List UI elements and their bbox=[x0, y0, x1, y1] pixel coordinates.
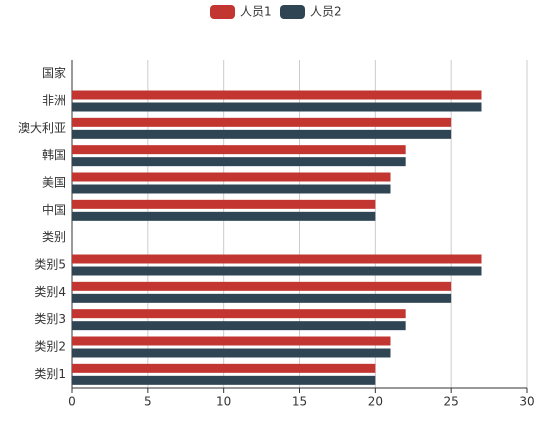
bar bbox=[72, 254, 482, 264]
x-tick-label: 20 bbox=[368, 395, 383, 409]
bar bbox=[72, 266, 482, 276]
x-tick-label: 25 bbox=[444, 395, 459, 409]
bar bbox=[72, 129, 452, 139]
bar bbox=[72, 375, 376, 385]
bar bbox=[72, 363, 376, 373]
legend-label: 人员1 bbox=[240, 5, 272, 19]
x-tick-label: 5 bbox=[144, 395, 152, 409]
y-tick-label: 美国 bbox=[42, 176, 66, 190]
bar bbox=[72, 90, 482, 100]
bar bbox=[72, 117, 452, 127]
bar bbox=[72, 309, 406, 319]
y-tick-label: 非洲 bbox=[42, 94, 66, 108]
y-tick-label: 类别2 bbox=[34, 340, 66, 354]
y-tick-label: 类别3 bbox=[34, 312, 66, 326]
legend-swatch bbox=[280, 5, 305, 19]
bar bbox=[72, 321, 406, 331]
bar bbox=[72, 336, 391, 346]
bar bbox=[72, 184, 391, 194]
x-tick-label: 30 bbox=[519, 395, 534, 409]
bar bbox=[72, 281, 452, 291]
y-tick-label: 类别5 bbox=[34, 258, 66, 272]
y-tick-label: 澳大利亚 bbox=[18, 121, 66, 135]
x-tick-label: 0 bbox=[68, 395, 76, 409]
y-tick-label: 韩国 bbox=[42, 147, 66, 162]
bar bbox=[72, 102, 482, 112]
x-tick-label: 15 bbox=[292, 395, 307, 409]
y-tick-label: 中国 bbox=[42, 202, 66, 217]
y-tick-label: 类别 bbox=[42, 230, 66, 244]
bar bbox=[72, 172, 391, 182]
y-tick-label: 类别4 bbox=[34, 285, 66, 299]
legend-label: 人员2 bbox=[310, 5, 342, 19]
bar bbox=[72, 157, 406, 167]
y-tick-label: 国家 bbox=[42, 65, 66, 80]
bar bbox=[72, 348, 391, 358]
x-tick-label: 10 bbox=[216, 395, 231, 409]
legend-swatch bbox=[210, 5, 235, 19]
bar bbox=[72, 199, 376, 209]
bar bbox=[72, 293, 452, 303]
y-tick-label: 类别1 bbox=[34, 367, 66, 381]
bar bbox=[72, 211, 376, 221]
bar bbox=[72, 145, 406, 155]
